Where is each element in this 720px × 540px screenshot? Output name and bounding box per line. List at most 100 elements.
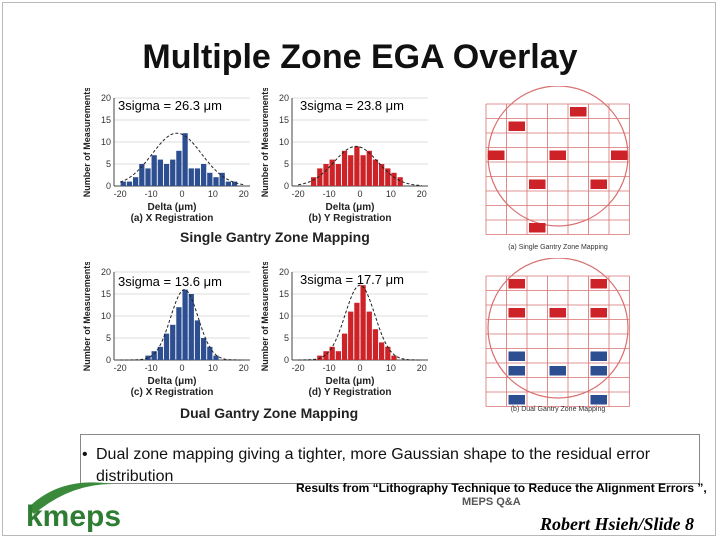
histogram-bar (348, 155, 354, 186)
wafer-caption: (a) Single Gantry Zone Mapping (508, 244, 608, 251)
histogram-bar (201, 164, 207, 186)
y-tick-label: 10 (279, 311, 289, 321)
y-tick-label: 5 (106, 159, 111, 169)
citation: Results from “Lithography Technique to R… (296, 481, 707, 495)
x-axis-label: Delta (μm) (148, 376, 197, 387)
histogram-bar (323, 164, 329, 186)
histogram-y-single: 0 5 10 15 20 -20 -10 0 10 20 Number of Measurement… (260, 88, 428, 224)
alignment-zone-mark (549, 150, 566, 160)
histogram-bar (372, 159, 379, 186)
alignment-zone-mark (549, 366, 566, 376)
slide-title: Multiple Zone EGA Overlay (142, 38, 578, 76)
chart-caption: (d) Y Registration (309, 387, 392, 398)
alignment-zone-mark (590, 308, 607, 318)
x-tick-label: -10 (145, 189, 158, 199)
x-tick-label: -20 (292, 189, 305, 199)
histogram-bar (182, 289, 188, 360)
wafer-map-single: (a) Single Gantry Zone Mapping (485, 86, 630, 251)
histogram-bar (360, 285, 366, 360)
histogram-bar (188, 168, 194, 186)
y-tick-label: 15 (279, 289, 289, 299)
y-tick-label: 15 (279, 115, 289, 125)
histogram-bar (157, 346, 163, 360)
y-tick-label: 0 (106, 355, 111, 365)
histogram-bar (354, 146, 360, 186)
x-tick-label: 10 (208, 189, 218, 199)
alignment-zone-mark (508, 351, 525, 361)
sigma-label-b: 3sigma = 23.8 μm (300, 98, 404, 113)
histogram-bar (176, 307, 182, 360)
histogram-bar (188, 294, 194, 360)
histogram-bar (163, 164, 170, 186)
y-tick-label: 10 (101, 137, 111, 147)
histogram-bar (360, 155, 366, 186)
citation-tail: MEPS Q&A (462, 496, 521, 508)
histogram-bar (317, 168, 323, 186)
histogram-bar (366, 311, 372, 360)
logo-swoosh (28, 482, 112, 514)
histogram-bar (341, 150, 348, 186)
histogram-bar (176, 150, 182, 186)
alignment-zone-mark (529, 223, 546, 233)
x-tick-label: 0 (357, 189, 362, 199)
y-axis-label: Number of Measurements (82, 88, 92, 197)
x-tick-label: 20 (239, 363, 249, 373)
x-axis-label: Delta (μm) (148, 202, 197, 213)
alignment-zone-mark (529, 179, 546, 189)
histogram-bar (231, 181, 238, 186)
histogram-x-dual: 0 5 10 15 20 -20 -10 0 10 20 Number of Measurement… (82, 262, 250, 398)
alignment-zone-mark (570, 107, 587, 117)
histogram-bar (379, 342, 385, 360)
bullet-point: • Dual zone mapping giving a tighter, mo… (82, 444, 702, 488)
histogram-bar (145, 168, 151, 186)
histogram-bar (194, 320, 201, 360)
x-tick-label: -20 (114, 189, 127, 199)
histogram-bar (170, 324, 176, 360)
chart-caption: (a) X Registration (131, 213, 214, 224)
y-tick-label: 20 (279, 93, 289, 103)
dual-gantry-heading: Dual Gantry Zone Mapping (180, 405, 359, 421)
histogram-bar (329, 159, 335, 186)
y-tick-label: 15 (101, 115, 111, 125)
single-gantry-heading: Single Gantry Zone Mapping (180, 229, 370, 245)
x-tick-label: -20 (114, 363, 127, 373)
y-tick-label: 0 (284, 355, 289, 365)
sigma-label-c: 3sigma = 13.6 μm (118, 274, 222, 289)
histogram-bar (201, 338, 207, 360)
gaussian-fit-curve (120, 132, 244, 186)
x-tick-label: 0 (179, 363, 184, 373)
bullet-box (80, 434, 700, 484)
histogram-bar (385, 168, 391, 186)
histogram-bar (225, 181, 231, 186)
histogram-bar (151, 155, 157, 186)
x-tick-label: -10 (145, 363, 158, 373)
x-tick-label: -20 (292, 363, 305, 373)
kmeps-logo: kmeps (26, 482, 121, 533)
footer-credit: Robert Hsieh/Slide 8 (540, 514, 695, 534)
alignment-zone-mark (488, 150, 505, 160)
histogram-bar (120, 181, 126, 186)
alignment-zone-mark (508, 308, 525, 318)
alignment-zone-mark (508, 279, 525, 289)
histogram-bar (213, 177, 219, 186)
y-tick-label: 5 (284, 333, 289, 343)
y-tick-label: 20 (101, 267, 111, 277)
histogram-bar (323, 351, 329, 360)
y-axis-label: Number of Measurements (260, 262, 270, 371)
histogram-bar (348, 311, 354, 360)
histogram-bar (139, 164, 145, 186)
bullet-text: Dual zone mapping giving a tighter, more… (96, 446, 651, 485)
x-tick-label: 0 (357, 363, 362, 373)
histogram-bar (133, 177, 139, 186)
histogram-bar (391, 355, 397, 360)
histogram-bar (207, 346, 213, 360)
y-tick-label: 20 (279, 267, 289, 277)
alignment-zone-mark (590, 351, 607, 361)
alignment-zone-mark (611, 150, 628, 160)
histogram-bar (335, 164, 341, 186)
histogram-bar (163, 333, 170, 360)
x-axis-label: Delta (μm) (326, 202, 375, 213)
x-tick-label: 0 (179, 189, 184, 199)
x-tick-label: -10 (323, 189, 336, 199)
histogram-bar (151, 351, 157, 360)
